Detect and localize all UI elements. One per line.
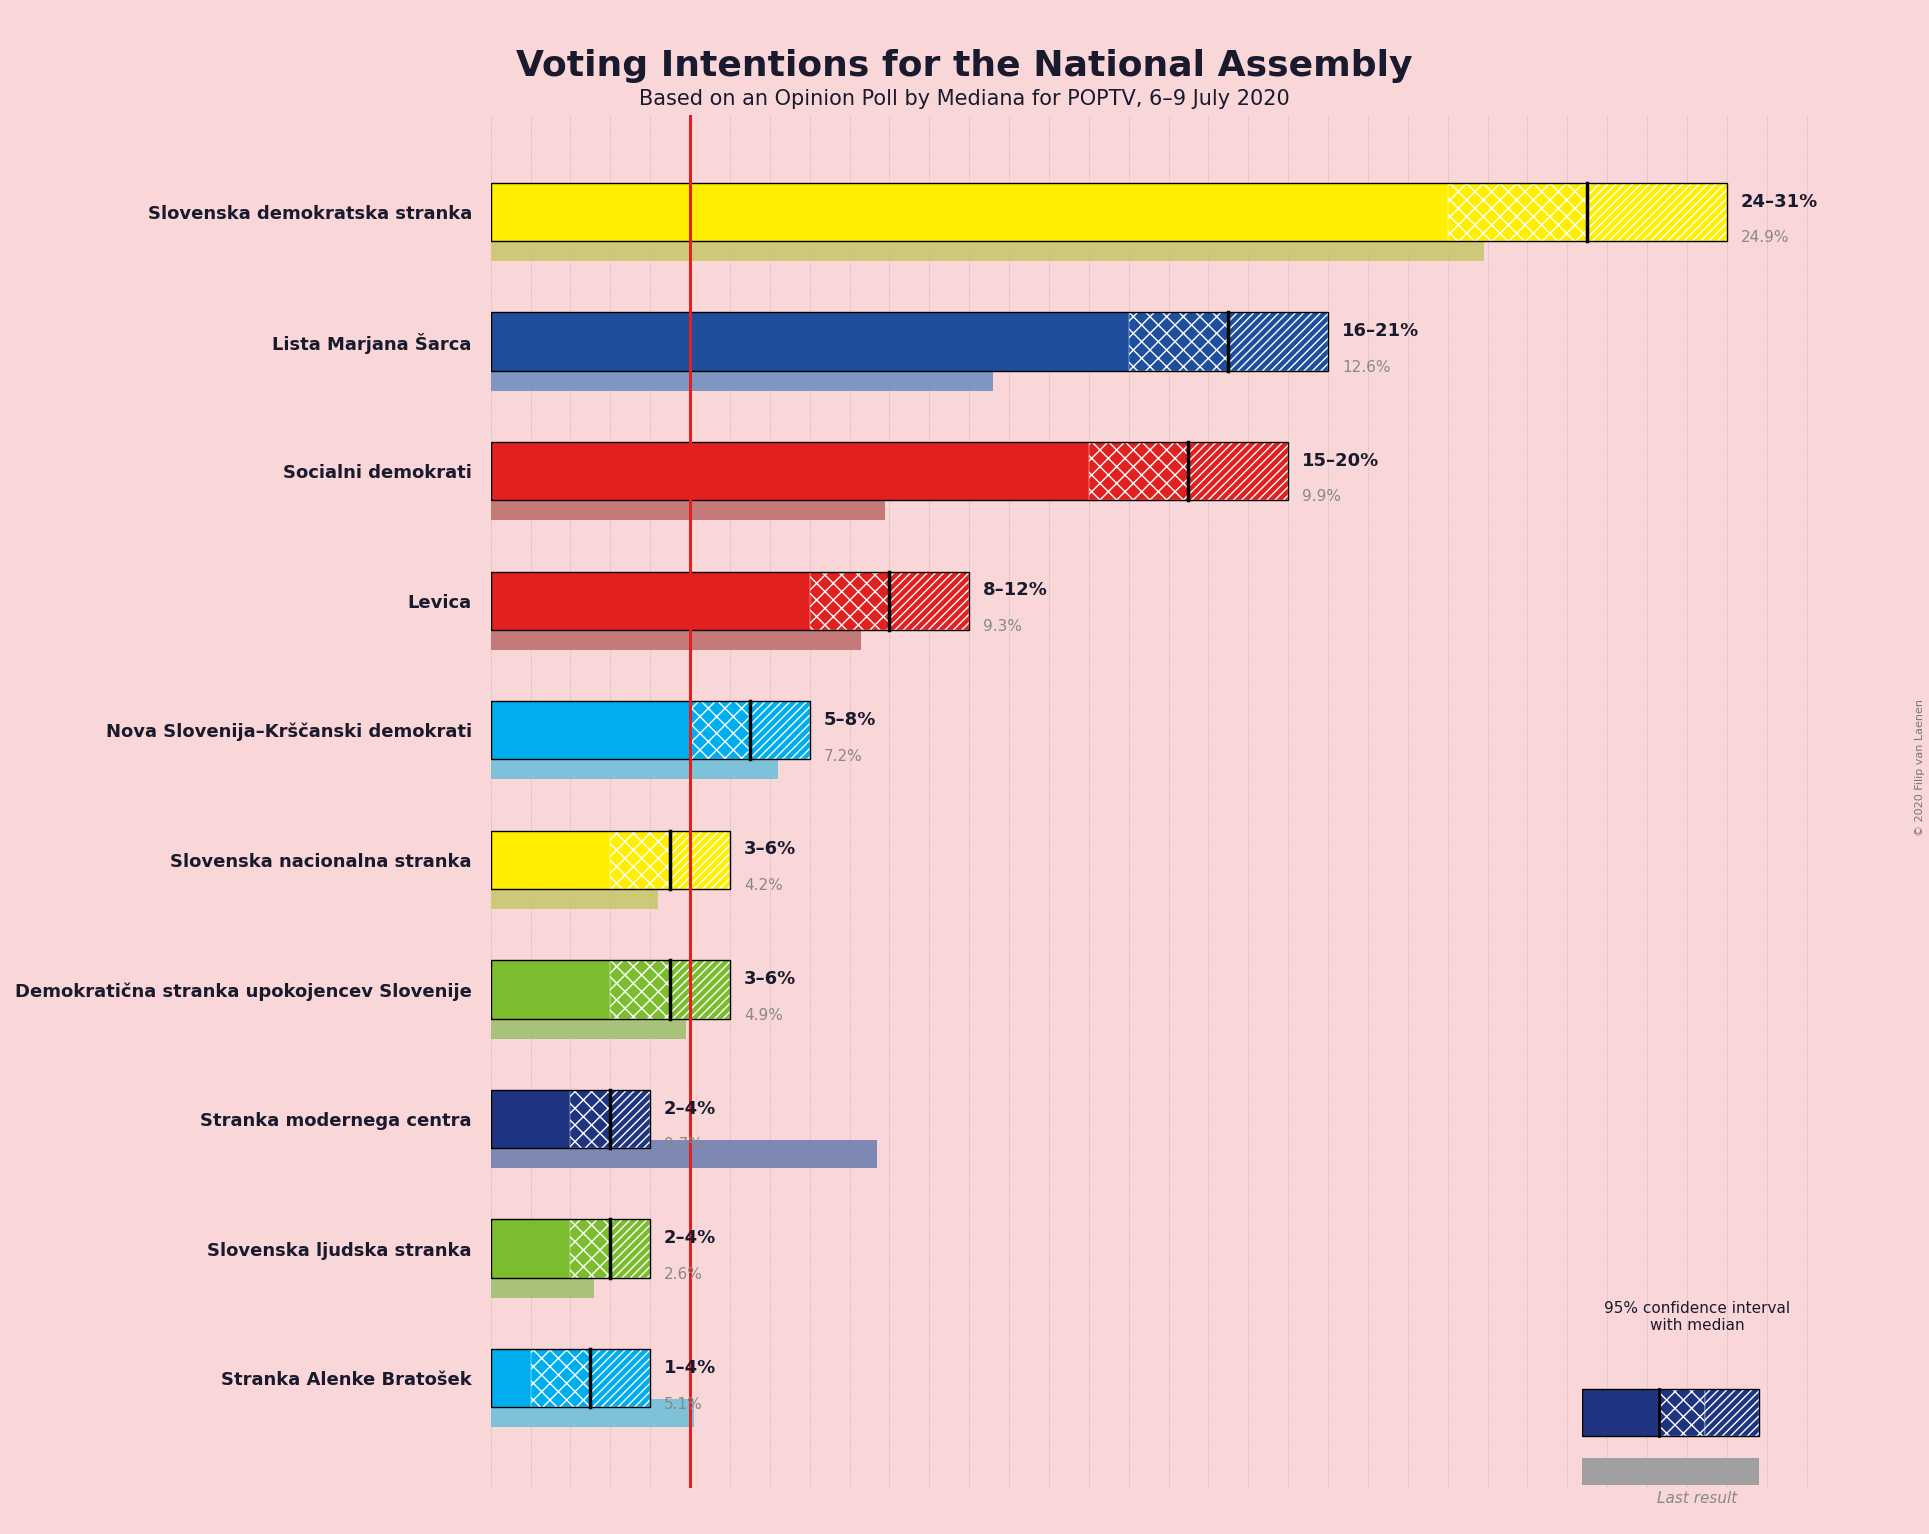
Bar [490,442,1289,500]
Bar [610,960,669,1019]
Bar [490,442,1088,500]
Bar [1582,1390,1759,1436]
Bar [669,831,729,890]
Bar [490,1089,650,1147]
Bar [490,313,1128,371]
Bar [490,572,810,630]
Bar [490,1220,571,1278]
Text: 3–6%: 3–6% [745,969,797,988]
Text: 7.2%: 7.2% [824,749,862,764]
Bar [571,1220,610,1278]
Text: © 2020 Filip van Laenen: © 2020 Filip van Laenen [1915,698,1925,836]
Bar [490,362,993,391]
Bar [490,701,810,759]
Text: 2.6%: 2.6% [664,1267,702,1282]
Text: 2–4%: 2–4% [664,1100,716,1118]
Bar [610,1220,650,1278]
Text: 3–6%: 3–6% [745,841,797,859]
Bar [490,492,885,520]
Text: Based on an Opinion Poll by Mediana for POPTV, 6–9 July 2020: Based on an Opinion Poll by Mediana for … [638,89,1291,109]
Bar [669,960,729,1019]
Bar [750,701,810,759]
Bar [490,881,658,910]
Bar [490,572,968,630]
Text: 1–4%: 1–4% [664,1359,716,1378]
Text: 95% confidence interval
with median: 95% confidence interval with median [1605,1301,1790,1333]
Bar [889,572,968,630]
Bar [490,1220,650,1278]
Text: 8–12%: 8–12% [984,581,1047,600]
Text: 4.2%: 4.2% [745,879,783,893]
Bar [530,1348,590,1407]
Bar [691,701,750,759]
Bar [1447,183,1588,241]
Text: Voting Intentions for the National Assembly: Voting Intentions for the National Assem… [517,49,1412,83]
Text: 9.3%: 9.3% [984,620,1022,634]
Bar [490,621,862,650]
Bar [1659,1390,1705,1436]
Text: 24.9%: 24.9% [1740,230,1790,245]
Text: 24–31%: 24–31% [1740,193,1817,210]
Bar [490,960,610,1019]
Bar [610,831,669,890]
Bar [571,1089,610,1147]
Bar [490,1011,687,1039]
Text: 12.6%: 12.6% [1343,360,1391,374]
Bar [490,831,610,890]
Bar [810,572,889,630]
Bar [1588,183,1726,241]
Bar [490,1399,694,1428]
Bar [1128,313,1229,371]
Text: 9.9%: 9.9% [1302,489,1341,505]
Text: 16–21%: 16–21% [1343,322,1420,341]
Bar [1582,1457,1759,1485]
Bar [1582,1390,1659,1436]
Bar [1088,442,1188,500]
Text: 2–4%: 2–4% [664,1229,716,1247]
Text: 5.1%: 5.1% [664,1396,702,1411]
Bar [490,1269,594,1298]
Bar [490,1140,878,1169]
Text: 9.7%: 9.7% [664,1137,702,1152]
Bar [490,1089,571,1147]
Text: 15–20%: 15–20% [1302,451,1379,469]
Bar [490,1348,650,1407]
Bar [490,831,729,890]
Bar [1705,1390,1759,1436]
Bar [490,183,1447,241]
Bar [490,1348,530,1407]
Bar [490,752,777,779]
Bar [590,1348,650,1407]
Bar [490,183,1726,241]
Bar [490,233,1483,261]
Text: 4.9%: 4.9% [745,1008,783,1023]
Bar [490,701,691,759]
Bar [610,1089,650,1147]
Bar [490,960,729,1019]
Text: Last result: Last result [1657,1491,1738,1506]
Bar [1229,313,1327,371]
Bar [1188,442,1289,500]
Text: 5–8%: 5–8% [824,710,876,729]
Bar [490,313,1327,371]
